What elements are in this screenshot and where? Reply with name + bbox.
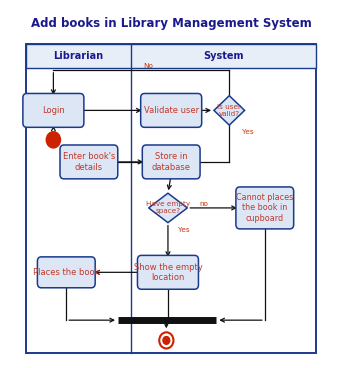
Polygon shape bbox=[214, 96, 244, 125]
Circle shape bbox=[46, 132, 61, 148]
Text: Librarian: Librarian bbox=[53, 51, 103, 61]
Text: Is user
valid?: Is user valid? bbox=[217, 104, 241, 117]
Text: Yes: Yes bbox=[241, 129, 253, 135]
Text: No: No bbox=[143, 63, 153, 68]
Text: Add books in Library Management System: Add books in Library Management System bbox=[31, 17, 311, 29]
Polygon shape bbox=[149, 193, 187, 223]
FancyBboxPatch shape bbox=[23, 93, 84, 127]
Text: Enter book's
details: Enter book's details bbox=[63, 152, 115, 171]
Text: Show the empty
location: Show the empty location bbox=[134, 263, 202, 282]
FancyBboxPatch shape bbox=[137, 255, 199, 289]
Circle shape bbox=[159, 332, 173, 348]
FancyBboxPatch shape bbox=[236, 187, 294, 229]
FancyBboxPatch shape bbox=[60, 145, 118, 179]
Text: Have empty
space?: Have empty space? bbox=[146, 201, 190, 215]
FancyBboxPatch shape bbox=[141, 93, 202, 127]
Text: Validate user: Validate user bbox=[143, 106, 199, 115]
Text: Cannot places
the book in
cupboard: Cannot places the book in cupboard bbox=[236, 193, 293, 223]
FancyBboxPatch shape bbox=[26, 44, 317, 68]
Text: Login: Login bbox=[42, 106, 65, 115]
FancyBboxPatch shape bbox=[37, 257, 95, 288]
Circle shape bbox=[163, 336, 170, 344]
Text: no: no bbox=[199, 201, 208, 206]
Text: Store in
database: Store in database bbox=[152, 152, 191, 171]
Text: Places the book: Places the book bbox=[33, 268, 100, 277]
Text: Yes: Yes bbox=[178, 227, 190, 233]
Text: System: System bbox=[203, 51, 244, 61]
FancyBboxPatch shape bbox=[142, 145, 200, 179]
